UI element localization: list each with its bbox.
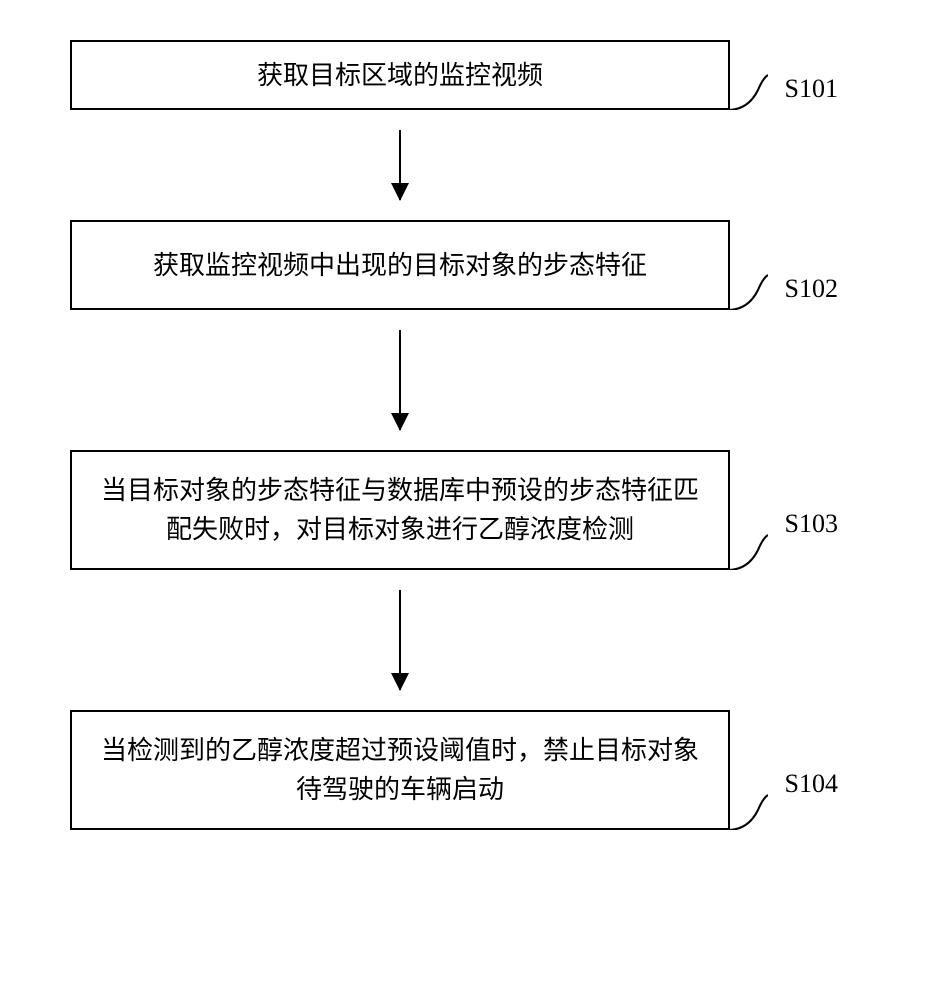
step-box-s104: 当检测到的乙醇浓度超过预设阈值时，禁止目标对象待驾驶的车辆启动 S104 — [70, 710, 730, 830]
step-box-s102: 获取监控视频中出现的目标对象的步态特征 S102 — [70, 220, 730, 310]
arrow-connector — [70, 570, 730, 710]
step-label: S102 — [785, 222, 838, 308]
step-text: 当目标对象的步态特征与数据库中预设的步态特征匹配失败时，对目标对象进行乙醇浓度检… — [92, 471, 708, 549]
label-connector-icon — [728, 70, 768, 110]
label-connector-icon — [728, 270, 768, 310]
arrow-head-icon — [391, 183, 409, 201]
step-text: 获取目标区域的监控视频 — [257, 56, 543, 95]
step-label: S103 — [785, 427, 838, 543]
step-box-s103: 当目标对象的步态特征与数据库中预设的步态特征匹配失败时，对目标对象进行乙醇浓度检… — [70, 450, 730, 570]
step-box-s101: 获取目标区域的监控视频 S101 — [70, 40, 730, 110]
arrow-head-icon — [391, 413, 409, 431]
arrow-line-icon — [399, 590, 401, 690]
step-label: S101 — [785, 42, 838, 108]
arrow-connector — [70, 110, 730, 220]
arrow-connector — [70, 310, 730, 450]
step-text: 当检测到的乙醇浓度超过预设阈值时，禁止目标对象待驾驶的车辆启动 — [92, 731, 708, 809]
step-label: S104 — [785, 687, 838, 803]
label-connector-icon — [728, 790, 768, 830]
arrow-head-icon — [391, 673, 409, 691]
arrow-line-icon — [399, 130, 401, 200]
label-connector-icon — [728, 530, 768, 570]
flowchart-container: 获取目标区域的监控视频 S101 获取监控视频中出现的目标对象的步态特征 S10… — [70, 40, 850, 830]
step-text: 获取监控视频中出现的目标对象的步态特征 — [153, 246, 647, 285]
arrow-line-icon — [399, 330, 401, 430]
